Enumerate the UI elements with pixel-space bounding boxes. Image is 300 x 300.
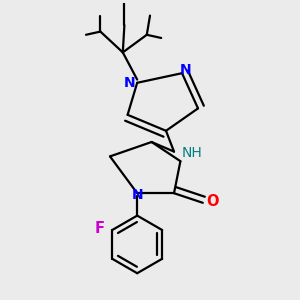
Text: NH: NH <box>182 146 203 160</box>
Text: F: F <box>95 221 105 236</box>
Text: N: N <box>123 76 135 90</box>
Text: N: N <box>131 188 143 202</box>
Text: N: N <box>179 63 191 77</box>
Text: O: O <box>206 194 219 209</box>
